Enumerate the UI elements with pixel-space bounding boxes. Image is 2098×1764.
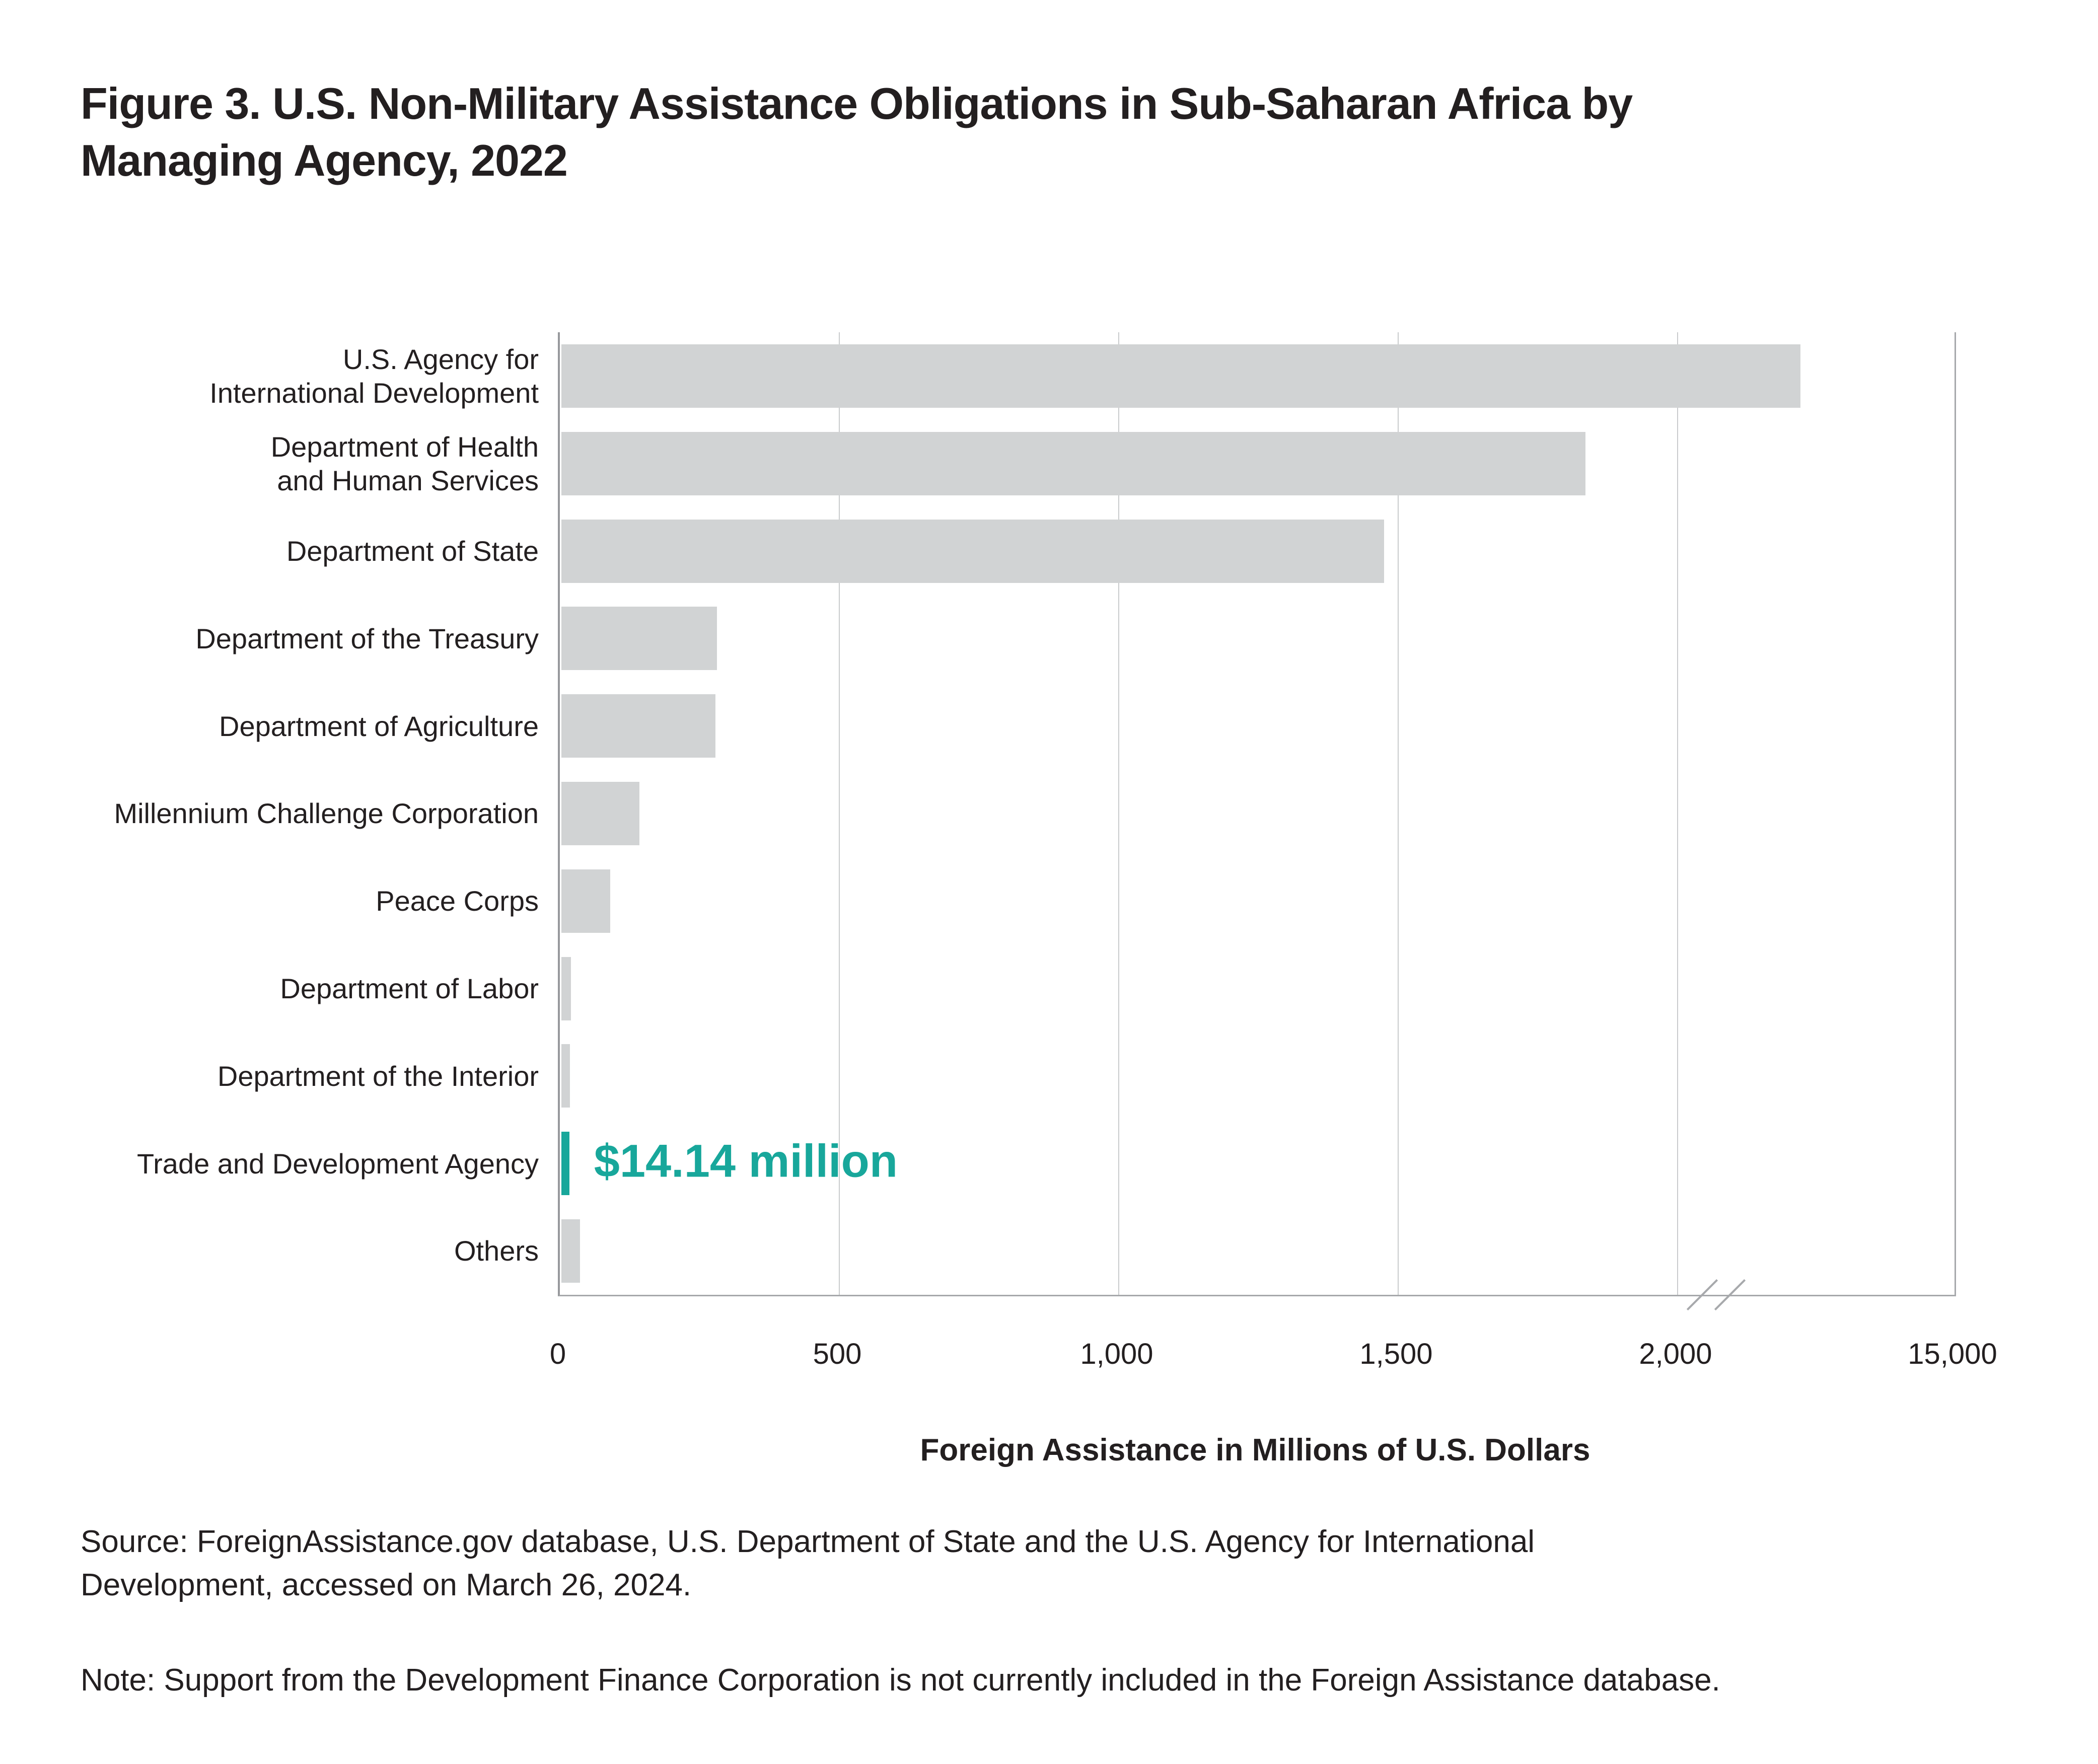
x-tick-label-1500: 1,500 — [1359, 1338, 1433, 1370]
x-tick-label-15000: 15,000 — [1908, 1338, 1997, 1370]
x-axis-title: Foreign Assistance in Millions of U.S. D… — [920, 1433, 1590, 1467]
x-tick-label-2000: 2,000 — [1639, 1338, 1712, 1370]
bar-4 — [561, 694, 716, 758]
figure-title: Figure 3. U.S. Non-Military Assistance O… — [81, 76, 2044, 189]
value-annotation: $14.14 million — [594, 1135, 898, 1187]
bar-0 — [561, 344, 1800, 408]
axis-break-mark-1 — [1686, 1279, 1718, 1311]
axis-break-mark-2 — [1714, 1279, 1746, 1311]
gridline-1000 — [1118, 332, 1119, 1295]
x-tick-label-0: 0 — [549, 1338, 566, 1370]
category-label-6: Peace Corps — [376, 885, 539, 917]
bar-10 — [561, 1219, 580, 1283]
figure-title-line-2: Managing Agency, 2022 — [81, 135, 568, 185]
bar-9 — [561, 1132, 569, 1196]
category-label-0: U.S. Agency for International Developmen… — [209, 343, 539, 409]
bar-8 — [561, 1044, 570, 1108]
category-label-7: Department of Labor — [280, 973, 539, 1005]
gridline-500 — [839, 332, 840, 1295]
bar-6 — [561, 869, 610, 933]
bar-2 — [561, 519, 1384, 583]
bar-chart: U.S. Agency for International Developmen… — [0, 332, 2098, 1311]
bar-3 — [561, 607, 717, 671]
category-label-4: Department of Agriculture — [219, 710, 539, 742]
source-note: Source: ForeignAssistance.gov database, … — [81, 1524, 1535, 1602]
gridline-1500 — [1398, 332, 1399, 1295]
category-label-8: Department of the Interior — [217, 1060, 539, 1092]
figure-title-line-1: Figure 3. U.S. Non-Military Assistance O… — [81, 79, 1633, 128]
category-label-2: Department of State — [286, 535, 539, 567]
x-tick-label-500: 500 — [813, 1338, 862, 1370]
category-label-3: Department of the Treasury — [195, 622, 539, 654]
x-axis-ticks: 0 500 1,000 1,500 2,000 15,000 — [550, 1337, 1997, 1377]
bar-5 — [561, 782, 640, 845]
category-label-5: Millennium Challenge Corporation — [114, 797, 539, 830]
category-label-9: Trade and Development Agency — [137, 1147, 539, 1180]
footnote: Note: Support from the Development Finan… — [81, 1663, 1720, 1698]
bar-7 — [561, 957, 571, 1020]
category-label-10: Others — [454, 1235, 539, 1267]
bar-1 — [561, 431, 1585, 495]
x-tick-label-1000: 1,000 — [1080, 1338, 1153, 1370]
plot-area: $14.14 million — [558, 332, 1956, 1311]
category-label-1: Department of Health and Human Services — [270, 430, 539, 496]
gridline-2000 — [1677, 332, 1678, 1295]
